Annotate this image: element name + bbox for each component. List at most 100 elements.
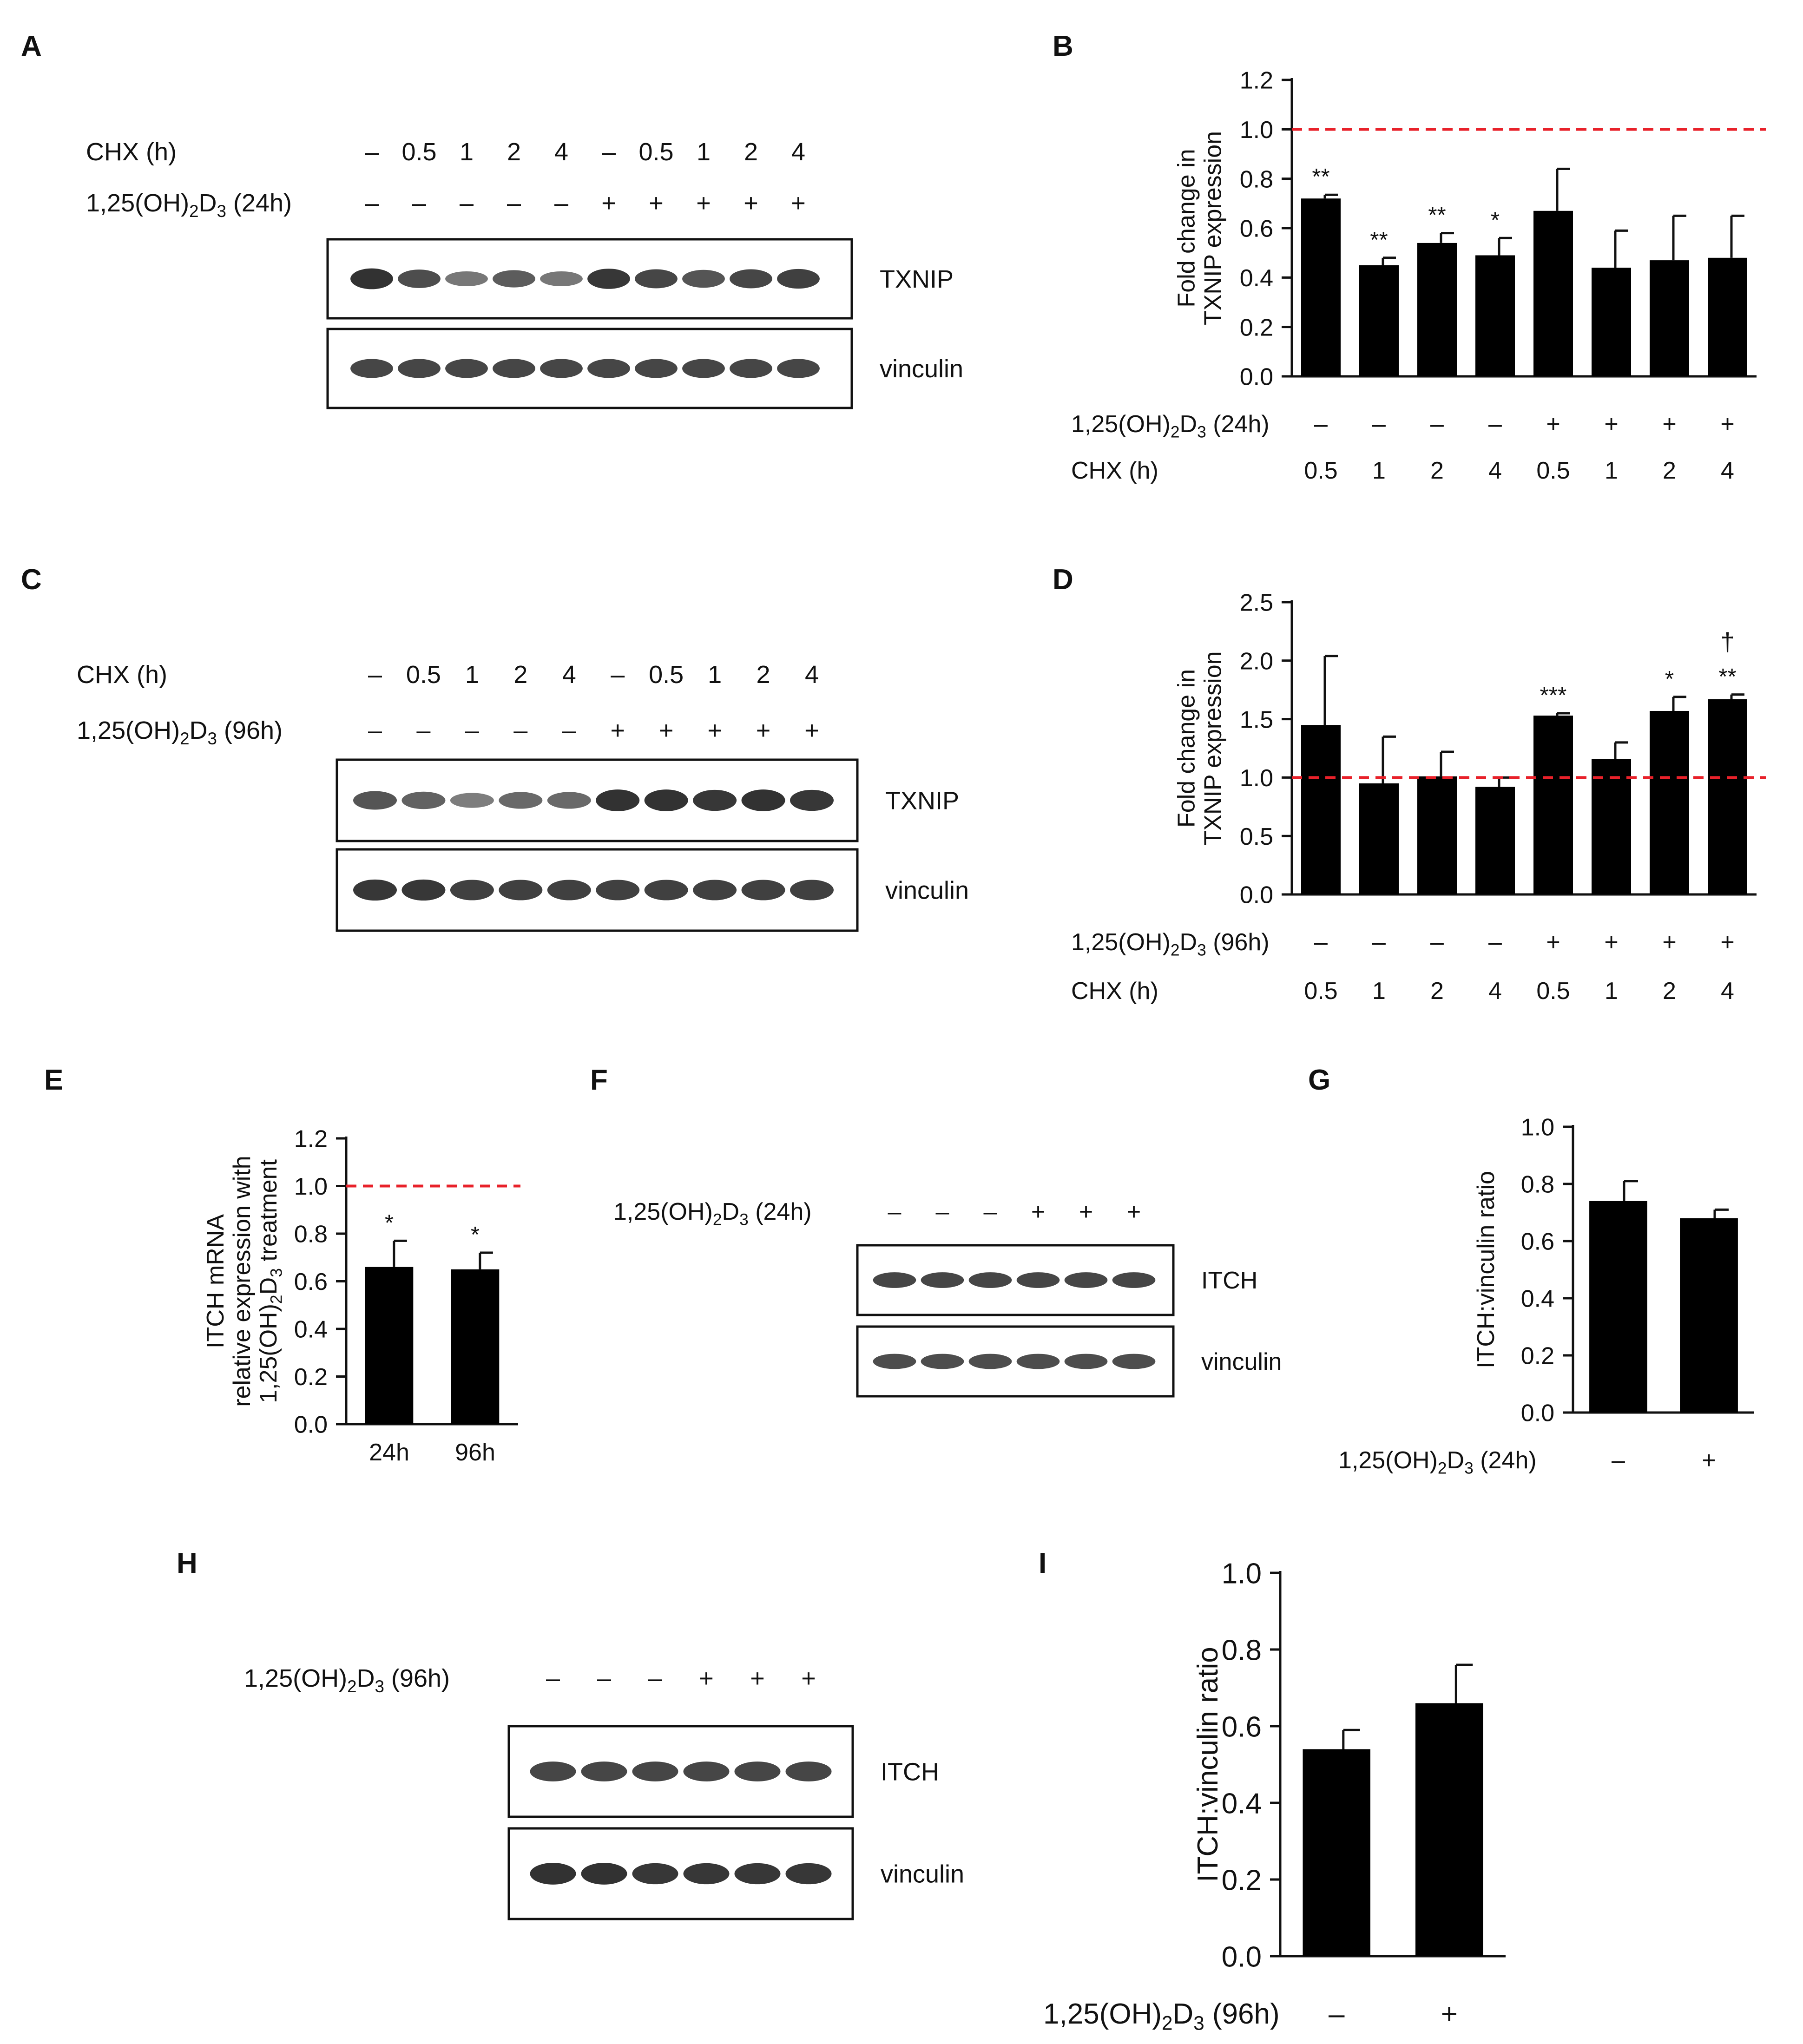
blot-chx-value: – [365, 138, 379, 166]
blot-treatment-value: + [791, 189, 806, 217]
blot-band [873, 1354, 916, 1369]
bar [1592, 759, 1631, 894]
blot-band [683, 1761, 730, 1781]
blot-chx-value: 4 [562, 661, 576, 689]
blot-row-label: ITCH [881, 1758, 939, 1786]
blot-chx-value: 2 [757, 661, 770, 689]
y-axis-label: TXNIP expression [1200, 651, 1227, 845]
x-tick-label: 2 [1663, 978, 1676, 1005]
blot-chx-value: 2 [513, 661, 527, 689]
x-tick-label: + [1702, 1447, 1716, 1474]
y-tick-label: 0.8 [1521, 1171, 1554, 1198]
blot-chx-value: – [368, 661, 382, 689]
blot-band [581, 1863, 627, 1885]
y-tick-label: 1.0 [1521, 1114, 1554, 1141]
blot-band [644, 880, 688, 900]
blot-band [493, 359, 535, 378]
y-tick-label: 0.6 [294, 1268, 328, 1295]
blot-band [445, 359, 488, 378]
blot-treatment-value: + [659, 716, 674, 744]
blot-row-label: vinculin [1201, 1348, 1282, 1375]
blot-chx-value: 4 [805, 661, 819, 689]
blot-chx-label: CHX (h) [86, 138, 177, 166]
blot-chx-value: 1 [708, 661, 722, 689]
bar [1303, 1749, 1370, 1956]
y-tick-label: 0.0 [1240, 882, 1273, 909]
x-tick-label: 0.5 [1536, 457, 1570, 484]
blot-treatment-value: – [936, 1198, 949, 1225]
blot-chx-value: 1 [465, 661, 479, 689]
x-treatment-value: + [1546, 929, 1560, 956]
significance-marker: ** [1428, 203, 1446, 228]
x-tick-label: – [1612, 1447, 1625, 1474]
y-axis-label: ITCH mRNA [202, 1214, 229, 1348]
blot-band [1016, 1272, 1060, 1288]
blot-band [682, 359, 725, 378]
x-treatment-value: + [1546, 411, 1560, 438]
y-tick-label: 1.0 [294, 1173, 328, 1200]
x-row-treatment-label: 1,25(OH)2D3 (24h) [1071, 411, 1270, 441]
blot-treatment-value: + [1127, 1198, 1141, 1225]
blot-band [547, 792, 591, 809]
significance-marker: * [471, 1222, 480, 1248]
blot-band [873, 1272, 916, 1288]
blot-band [741, 880, 785, 900]
blot-treatment-value: – [412, 189, 426, 217]
blot-treatment-value: – [597, 1664, 611, 1692]
blot-band [730, 359, 772, 378]
significance-dagger: † [1720, 628, 1734, 656]
x-tick-label: 4 [1721, 978, 1734, 1005]
y-tick-label: 0.6 [1521, 1229, 1554, 1255]
blot-band [921, 1354, 964, 1369]
blot-band [777, 359, 820, 378]
y-tick-label: 0.0 [1240, 364, 1273, 391]
blot-band [547, 880, 591, 900]
panel-label-i: I [1039, 1547, 1046, 1579]
y-tick-label: 0.0 [1521, 1400, 1554, 1427]
blot-treatment-value: + [707, 716, 722, 744]
bar [1417, 243, 1457, 376]
blot-band [540, 359, 583, 378]
blot-treatment-value: – [507, 189, 521, 217]
blot-treatment-value: – [365, 189, 379, 217]
panel-label-b: B [1053, 30, 1073, 62]
blot-row-label: ITCH [1201, 1267, 1257, 1294]
blot-treatment-value: – [648, 1664, 662, 1692]
blot-band [540, 271, 583, 287]
blot-row-label: TXNIP [880, 265, 954, 293]
blot-chx-value: 0.5 [406, 661, 441, 689]
bar [1417, 776, 1457, 894]
blot-chx-value: 1 [460, 138, 474, 166]
y-axis-label: relative expression with [229, 1156, 256, 1406]
bar [1708, 257, 1747, 376]
x-tick-label: 4 [1721, 457, 1734, 484]
x-tick-label: 1 [1372, 457, 1386, 484]
bar [1650, 260, 1689, 376]
y-axis-label: 1,25(OH)2D3 treatment [255, 1159, 285, 1403]
blot-band [635, 269, 678, 289]
significance-marker: *** [1540, 683, 1567, 708]
bar [1533, 716, 1573, 894]
x-tick-label: 4 [1488, 457, 1502, 484]
y-tick-label: 0.2 [1240, 314, 1273, 341]
x-tick-label: 0.5 [1304, 978, 1337, 1005]
blot-treatment-value: – [888, 1198, 902, 1225]
x-treatment-value: – [1372, 411, 1386, 438]
blot-band [350, 268, 393, 289]
y-axis-label: TXNIP expression [1200, 131, 1227, 325]
blot-treatment-value: + [744, 189, 758, 217]
blot-band [1064, 1272, 1108, 1288]
blot-band [968, 1272, 1012, 1288]
y-tick-label: 0.0 [1222, 1941, 1262, 1973]
y-tick-label: 1.2 [294, 1126, 328, 1153]
y-axis-label: ITCH:vinculin ratio [1192, 1647, 1224, 1882]
x-tick-label: 0.5 [1304, 457, 1337, 484]
blot-chx-label: CHX (h) [77, 661, 167, 689]
y-tick-label: 0.2 [1222, 1864, 1262, 1896]
y-tick-label: 1.5 [1240, 706, 1273, 733]
x-treatment-value: – [1372, 929, 1386, 956]
y-tick-label: 1.0 [1222, 1558, 1262, 1590]
blot-chx-value: – [602, 138, 616, 166]
blot-chx-value: 0.5 [649, 661, 684, 689]
blot-band [1016, 1354, 1060, 1369]
